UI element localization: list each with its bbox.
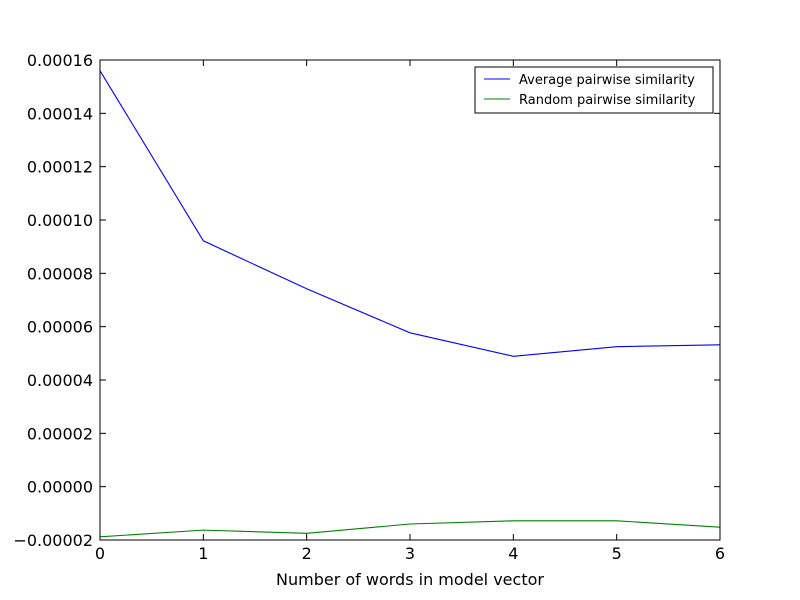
x-tick-label: 4 [508,544,518,563]
series-line-1 [99,70,721,357]
legend: Average pairwise similarity Random pairwi… [474,66,714,114]
x-tick-label: 6 [715,544,725,563]
y-tick-label: 0.00012 [27,158,93,177]
series-line-2 [99,520,721,538]
y-tick-label: 0.00014 [27,104,93,123]
x-tick-label: 1 [198,544,208,563]
y-tick-label: 0.00006 [27,318,93,337]
y-tick-label: 0.00002 [27,424,93,443]
x-tick-label: 3 [405,544,415,563]
tick-labels: 0 1 2 3 4 5 6 0.00016 0.00014 0.00012 0.00010 0.000… [13,51,725,563]
y-tick-label: 0.00016 [27,51,93,70]
x-axis-label: Number of words in model vector [276,570,544,589]
plot-frame [99,59,721,541]
y-tick-label: −0.00002 [13,531,93,550]
legend-label-2: Random pairwise similarity [519,93,696,108]
x-tick-label: 5 [612,544,622,563]
legend-label-1: Average pairwise similarity [519,73,695,88]
y-tick-label: 0.00000 [27,478,93,497]
x-tick-label: 0 [95,544,105,563]
y-tick-label: 0.00008 [27,264,93,283]
legend-box [474,66,714,114]
y-tick-label: 0.00004 [27,371,93,390]
x-tick-label: 2 [302,544,312,563]
y-tick-label: 0.00010 [27,211,93,230]
plot-lines [99,70,721,538]
